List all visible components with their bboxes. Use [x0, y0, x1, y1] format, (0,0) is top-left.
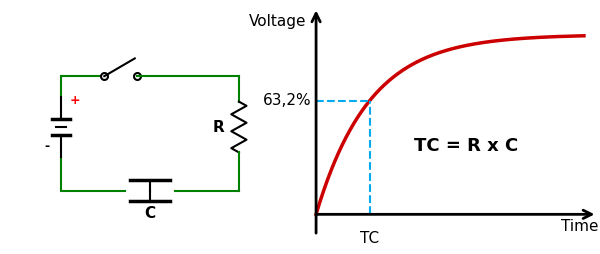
Text: -: -: [44, 140, 50, 153]
Text: TC: TC: [360, 231, 379, 246]
Text: 63,2%: 63,2%: [263, 93, 312, 108]
Text: +: +: [70, 94, 80, 107]
Text: Time: Time: [562, 219, 599, 234]
Text: R: R: [213, 119, 224, 135]
Text: C: C: [145, 206, 155, 221]
Text: Voltage: Voltage: [249, 14, 307, 29]
Text: TC = R x C: TC = R x C: [414, 137, 518, 155]
